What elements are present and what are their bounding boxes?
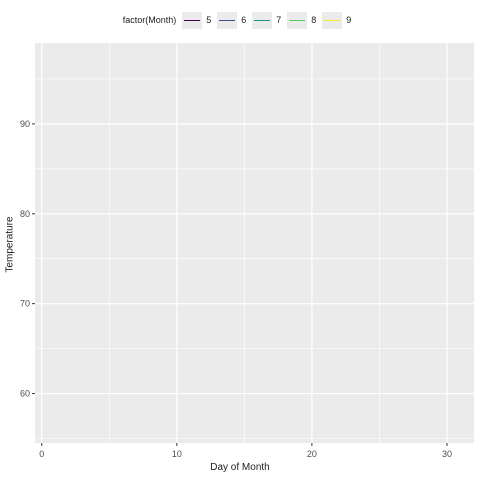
y-axis-title: Temperature [4, 216, 16, 273]
x-tick-label: 20 [307, 449, 317, 459]
legend-label: 5 [206, 15, 212, 25]
legend-item-5: 5 [182, 11, 212, 29]
legend-key [287, 11, 308, 29]
legend-key [322, 11, 343, 29]
y-tick-label: 90 [20, 119, 30, 129]
y-tick-label: 60 [20, 389, 30, 399]
legend-swatch [324, 19, 341, 21]
legend-label: 7 [276, 15, 282, 25]
legend-label: 9 [346, 15, 352, 25]
legend-title: factor(Month) [122, 15, 177, 25]
legend-item-6: 6 [217, 11, 247, 29]
x-tick-label: 30 [442, 449, 452, 459]
x-tick-label: 0 [39, 449, 44, 459]
x-axis-title: Day of Month [210, 462, 270, 473]
legend-key [217, 11, 238, 29]
legend-label: 8 [311, 15, 317, 25]
legend-label: 6 [241, 15, 247, 25]
x-tick-label: 10 [172, 449, 182, 459]
legend-item-8: 8 [287, 11, 317, 29]
legend-item-9: 9 [322, 11, 352, 29]
legend-swatch [289, 19, 306, 21]
y-tick-label: 70 [20, 299, 30, 309]
legend-key [182, 11, 203, 29]
legend-swatch [254, 19, 271, 21]
legend-item-7: 7 [252, 11, 282, 29]
legend-swatch [184, 19, 201, 21]
legend: factor(Month) 5 6 7 8 9 [0, 10, 480, 30]
legend-key [252, 11, 273, 29]
y-tick-label: 80 [20, 209, 30, 219]
legend-swatch [219, 19, 236, 21]
plot-panel [35, 43, 474, 443]
